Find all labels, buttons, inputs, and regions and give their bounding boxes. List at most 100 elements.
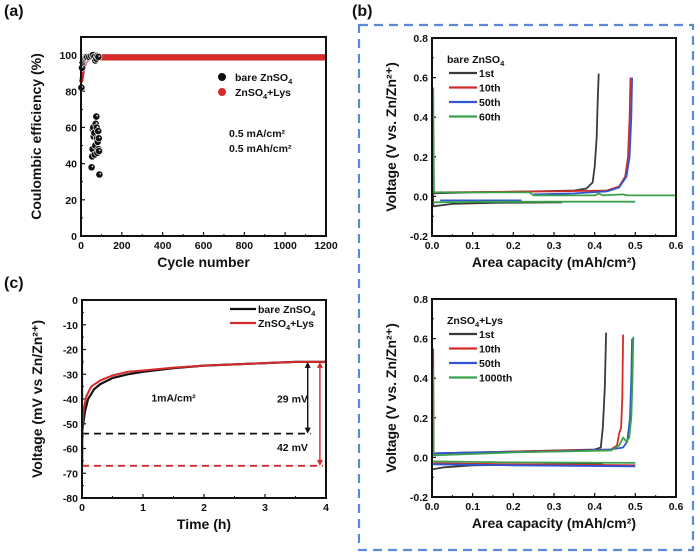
y-tick-label: -0.2 [410,492,428,504]
x-tick-label: 0.6 [669,501,684,513]
chart-b-bottom-lys-voltage: 0.0 0.1 0.2 0.3 0.4 0.5 0.6-0.20.00.20.40.60.8… [383,294,683,531]
x-tick-label: 1000 [273,240,297,252]
arrow-42mv-head-up [316,361,323,368]
data-point-highlight [82,66,84,68]
chart-c-nucleation-overpotential: 0 1 2 3 4 0 -10 -20 -30 -40 -50 -60 -70 -80 Time (h) Vo… [29,295,329,532]
legend-label-bare: bare ZnSO4 [258,304,316,318]
plot-frame [431,298,677,498]
y-tick-label: 0 [71,231,77,243]
annotation-29mv: 29 mV [277,394,308,406]
legend-label-1st: 1st [479,68,495,80]
legend-title-base: ZnSO [447,315,475,327]
arrow-29mv-head-down [304,427,311,434]
x-tick-label: 0.4 [587,240,602,252]
series-line-60th [432,87,676,204]
x-tick-label: 4 [323,502,329,514]
legend-label-50th: 50th [479,358,501,370]
x-tick-label: 0.4 [587,501,602,513]
y-tick-label: -50 [63,419,78,431]
legend-label-10th: 10th [479,344,501,356]
x-tick-label: 0.5 [628,240,643,252]
legend-label-lys: ZnSO4+Lys [235,87,291,101]
legend-label-lys-base: ZnSO [235,87,263,99]
legend-label-bare-sub: 4 [311,309,316,318]
panel-label-c: (c) [4,275,24,292]
y-tick-label: 20 [65,195,77,207]
x-axis-title: Area capacity (mAh/cm²) [472,515,636,531]
y-tick-label: 0.8 [413,294,428,306]
x-tick-label: 1 [140,502,146,514]
legend-title-sub: 4 [475,320,480,329]
data-point-highlight [99,172,101,175]
y-tick-label: 0.8 [413,33,428,45]
data-point-bare [95,170,104,179]
y-tick-label: -70 [63,468,78,480]
legend-label-1st: 1st [479,329,495,341]
y-tick-label: -20 [63,345,78,357]
y-tick-label: 100 [59,50,77,62]
legend-title: bare ZnSO4 [447,54,505,68]
data-point-highlight [91,165,94,168]
legend-label-60th: 60th [479,112,501,124]
x-tick-label: 1200 [314,240,338,252]
x-tick-label: 0.2 [506,501,521,513]
legend-label-lys: ZnSO4+Lys [258,318,314,332]
chart-b-top-bare-voltage: 0.0 0.1 0.2 0.3 0.4 0.5 0.6-0.20.00.20.40.60.8… [383,33,683,270]
y-tick-label: 0.4 [413,112,428,124]
x-tick-label: 400 [154,240,172,252]
data-point-bare [94,134,103,143]
annotation-42mv: 42 mV [277,442,308,454]
series-line-1st [431,73,600,208]
y-tick-label: -80 [63,493,78,505]
x-tick-label: 0 [78,240,84,252]
y-tick-label: -30 [63,369,78,381]
x-tick-label: 2 [201,502,207,514]
legend-label-lys-base: ZnSO [258,318,286,330]
x-tick-label: 0.1 [465,501,480,513]
x-tick-label: 0.0 [425,501,440,513]
legend-label-lys-sub: 4 [286,323,291,332]
series-line-1000th [432,336,636,464]
legend-label-lys-after: +Lys [267,87,291,99]
data-point-highlight [98,129,100,132]
legend-title-base: bare ZnSO [447,54,500,66]
data-point-bare [94,53,103,61]
x-tick-label: 0.0 [425,240,440,252]
legend-label-lys-sub: 4 [263,92,268,101]
y-tick-label: 0 [72,295,78,307]
y-tick-label: 0.6 [413,334,428,346]
legend-label-bare-sub: 4 [288,77,293,86]
plot-frame [81,299,327,499]
x-axis-title: Cycle number [157,254,250,270]
data-point-highlight [98,55,100,57]
y-tick-label: 0.2 [413,152,428,164]
x-tick-label: 0.6 [669,240,684,252]
legend-label-bare-base: bare ZnSO [258,304,311,316]
legend-title-sub: 4 [500,59,505,68]
x-tick-label: 200 [113,240,131,252]
data-point-bare [95,147,103,155]
legend-title: ZnSO4+Lys [447,315,503,329]
chart-a-coulombic-efficiency: 0 200 400 600 800 1000 1200 0 20 40 60 80 100 Cycle n… [28,36,338,270]
x-tick-label: 600 [195,240,213,252]
data-point-bare [94,127,103,136]
plot-frame [80,36,327,237]
y-axis-title: Voltage (mV vs Zn/Zn²⁺) [29,320,45,478]
panel-b-dashed-frame [357,23,695,552]
x-tick-label: 0.3 [547,501,562,513]
y-tick-label: 60 [65,122,77,134]
legend-label-10th: 10th [479,83,501,95]
y-tick-label: 0.2 [413,413,428,425]
y-tick-label: -60 [63,444,78,456]
legend-label-bare-base: bare ZnSO [235,72,288,84]
y-tick-label: -40 [63,394,78,406]
y-tick-label: -10 [63,320,78,332]
series-line-lys [81,299,326,466]
x-tick-label: 0.1 [465,240,480,252]
legend-marker-bare [218,73,226,81]
panel-label-b: (b) [352,3,372,20]
data-point-highlight [96,125,99,128]
x-axis-title: Area capacity (mAh/cm²) [472,254,636,270]
legend-title-after: +Lys [479,315,503,327]
